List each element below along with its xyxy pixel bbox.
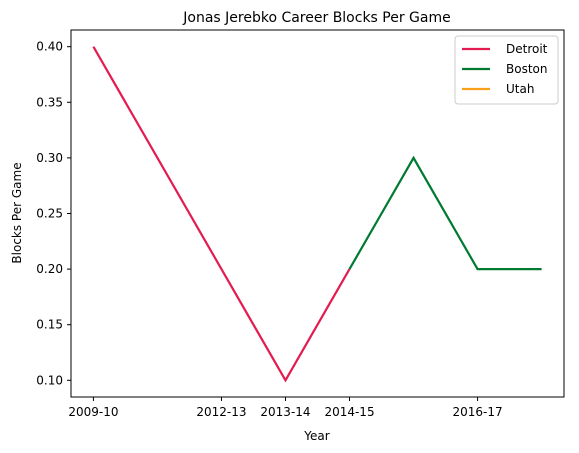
x-tick-label: 2013-14 — [260, 405, 310, 419]
legend: Detroit Boston Utah — [455, 36, 558, 104]
series-line-detroit — [93, 47, 349, 381]
x-tick-label: 2012-13 — [196, 405, 246, 419]
y-tick-label: 0.10 — [36, 373, 63, 387]
x-axis-label: Year — [303, 429, 329, 443]
x-axis-ticks: 2009-10 2012-13 2013-14 2014-15 2016-17 — [68, 397, 502, 419]
x-tick-label: 2014-15 — [324, 405, 374, 419]
chart-title: Jonas Jerebko Career Blocks Per Game — [182, 10, 451, 26]
y-axis-label: Blocks Per Game — [10, 162, 24, 263]
y-tick-label: 0.35 — [36, 95, 63, 109]
series-line-boston — [350, 158, 542, 269]
y-tick-label: 0.25 — [36, 207, 63, 221]
y-tick-label: 0.40 — [36, 40, 63, 54]
x-tick-label: 2016-17 — [452, 405, 502, 419]
y-tick-label: 0.30 — [36, 151, 63, 165]
y-axis-ticks: 0.10 0.15 0.20 0.25 0.30 0.35 0.40 — [36, 40, 71, 388]
x-tick-label: 2009-10 — [68, 405, 118, 419]
legend-label-detroit: Detroit — [506, 42, 548, 56]
legend-label-boston: Boston — [506, 62, 547, 76]
y-tick-label: 0.15 — [36, 318, 63, 332]
y-tick-label: 0.20 — [36, 262, 63, 276]
legend-label-utah: Utah — [506, 82, 534, 96]
